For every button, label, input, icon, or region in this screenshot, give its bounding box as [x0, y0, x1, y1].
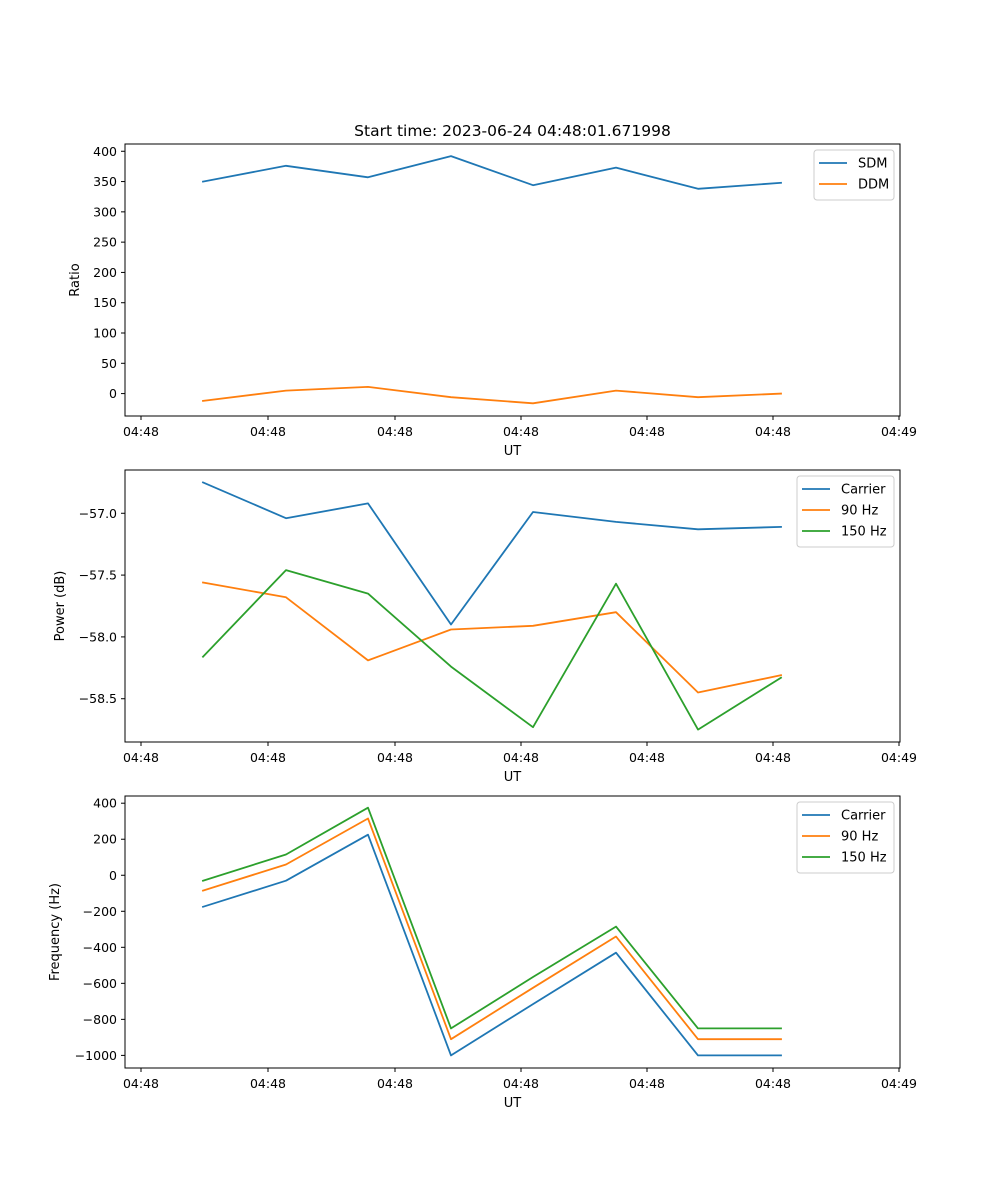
x-tick-label: 04:48: [503, 1076, 539, 1091]
y-tick-label: −57.0: [79, 506, 117, 521]
chart-panel-3: 400 200 0 −200 −400 −600 −800 −1000 04:48 04:48 04…: [48, 795, 917, 1111]
axes-frame: [124, 143, 901, 417]
x-tick-label: 04:48: [755, 750, 791, 765]
y-tick-label: 200: [93, 832, 117, 847]
x-tick-label: 04:48: [629, 1076, 665, 1091]
axes-frame: [124, 469, 901, 743]
y-tick-label: −200: [83, 904, 117, 919]
y-tick-label: −58.5: [79, 691, 117, 706]
y-tick-label: 100: [93, 326, 117, 341]
x-tick-label: 04:48: [123, 424, 159, 439]
y-tick-label: 350: [93, 174, 117, 189]
x-tick-label: 04:48: [250, 750, 286, 765]
series-line-sdm: [201, 155, 782, 190]
x-axis-label: UT: [504, 444, 522, 459]
axes-frame: [124, 795, 901, 1069]
legend-entry: DDM: [858, 178, 889, 193]
legend: Carrier 90 Hz 150 Hz: [796, 475, 895, 548]
chart-panel-2: −57.0 −57.5 −58.0 −58.5 04:48 04:48 04:48 04:48…: [53, 469, 917, 785]
x-tick-label: 04:48: [250, 1076, 286, 1091]
x-tick-label: 04:48: [123, 1076, 159, 1091]
x-tick-label: 04:48: [755, 1076, 791, 1091]
y-tick-label: 400: [93, 144, 117, 159]
y-tick-label: −58.0: [79, 629, 117, 644]
x-tick-label: 04:48: [250, 424, 286, 439]
y-tick-label: 300: [93, 204, 117, 219]
y-tick-label: 200: [93, 265, 117, 280]
y-axis-label: Power (dB): [53, 571, 68, 642]
x-axis-label: UT: [504, 1096, 522, 1111]
x-tick-label: 04:49: [881, 424, 917, 439]
series-line-90-hz: [201, 581, 783, 694]
chart-panel-1: 0 50 100 150 200 250 300 350 400 04:48 04:48 04:48 0…: [68, 122, 917, 459]
y-tick-label: 50: [101, 356, 117, 371]
legend-box: [796, 475, 895, 548]
y-tick-label: −600: [83, 976, 117, 991]
y-tick-label: 0: [109, 868, 117, 883]
y-tick-label: −800: [83, 1012, 117, 1027]
x-tick-label: 04:48: [503, 424, 539, 439]
x-tick-label: 04:48: [123, 750, 159, 765]
x-tick-label: 04:48: [377, 1076, 413, 1091]
series-line-ddm: [201, 385, 782, 405]
y-tick-label: −57.5: [79, 568, 117, 583]
y-tick-label: −400: [83, 940, 117, 955]
legend-entry: 150 Hz: [841, 525, 887, 540]
x-tick-label: 04:48: [377, 750, 413, 765]
x-tick-label: 04:49: [881, 750, 917, 765]
y-tick-label: 400: [93, 796, 117, 811]
y-tick-label: 250: [93, 235, 117, 250]
y-tick-label: 150: [93, 295, 117, 310]
legend-entry: 150 Hz: [841, 851, 887, 866]
legend-entry: SDM: [858, 157, 887, 172]
x-tick-label: 04:49: [881, 1076, 917, 1091]
x-tick-label: 04:48: [629, 424, 665, 439]
legend: Carrier 90 Hz 150 Hz: [796, 801, 895, 874]
legend-entry: Carrier: [841, 809, 886, 824]
series-line-carrier: [201, 481, 782, 626]
series-line-carrier: [201, 833, 782, 1057]
series-line-90-hz: [201, 817, 782, 1041]
legend-entry: 90 Hz: [841, 504, 878, 519]
legend-entry: Carrier: [841, 483, 886, 498]
x-tick-label: 04:48: [755, 424, 791, 439]
legend-box: [796, 801, 895, 874]
x-axis-label: UT: [504, 770, 522, 785]
x-tick-label: 04:48: [503, 750, 539, 765]
legend: SDM DDM: [813, 149, 895, 201]
y-axis-label: Frequency (Hz): [48, 883, 63, 981]
y-axis-label: Ratio: [68, 263, 83, 296]
x-tick-label: 04:48: [629, 750, 665, 765]
series-line-150-hz: [201, 569, 783, 731]
chart-title: Start time: 2023-06-24 04:48:01.671998: [354, 122, 671, 140]
y-tick-label: −1000: [75, 1048, 117, 1063]
legend-entry: 90 Hz: [841, 830, 878, 845]
y-tick-label: 0: [109, 386, 117, 401]
series-line-150-hz: [201, 806, 782, 1030]
x-tick-label: 04:48: [377, 424, 413, 439]
